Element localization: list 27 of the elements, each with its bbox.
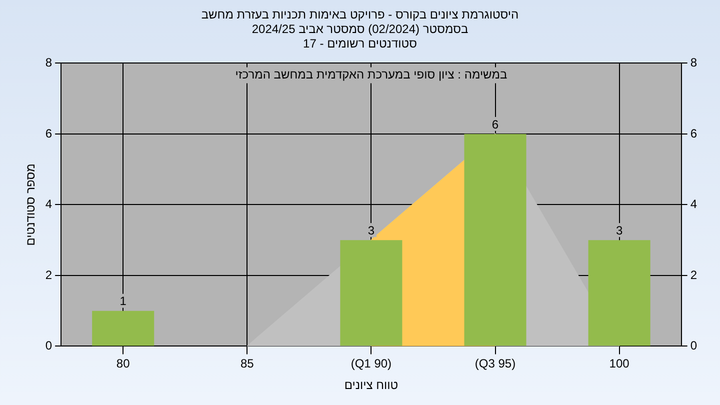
- y2-tick-label: 4: [690, 197, 698, 212]
- data-label: 3: [368, 223, 375, 238]
- bar: [588, 240, 650, 346]
- y2-tick-label: 8: [690, 56, 698, 70]
- annotation: במשימה : ציון סופי במערכת האקדמית במחשב המרכזי: [235, 68, 508, 82]
- x-tick-label: 85: [240, 356, 254, 371]
- x-tick-label: (Q1 90): [350, 356, 392, 371]
- y2-tick-label: 0: [690, 338, 698, 353]
- y-tick-label: 4: [45, 197, 52, 212]
- y-axis-title: מספר סטודנטים: [24, 164, 38, 246]
- bar: [92, 310, 154, 346]
- data-label: 3: [616, 223, 623, 238]
- y-tick-label: 2: [45, 268, 52, 282]
- chart-title: היסטוגרמת ציונים בקורס - פרויקט באימות תכניות בעזרת מחשב: [201, 8, 519, 22]
- data-label: 1: [120, 294, 127, 308]
- data-label: 6: [492, 117, 499, 132]
- y2-tick-label: 6: [690, 126, 698, 140]
- x-tick-label: 80: [116, 356, 130, 371]
- y-tick-label: 8: [45, 56, 52, 70]
- x-tick-label: (Q3 95): [474, 356, 516, 371]
- y-tick-label: 0: [45, 338, 52, 353]
- x-tick-label: 100: [609, 356, 630, 371]
- bar: [340, 240, 402, 346]
- y-tick-label: 6: [45, 126, 52, 140]
- chart-subtitle: בסמסטר (02/2024) סמסטר אביב 2024/25 סטודנטים רשומים - 17: [252, 22, 468, 50]
- y2-tick-label: 2: [690, 268, 698, 282]
- x-axis-title: טווח ציונים: [344, 378, 398, 392]
